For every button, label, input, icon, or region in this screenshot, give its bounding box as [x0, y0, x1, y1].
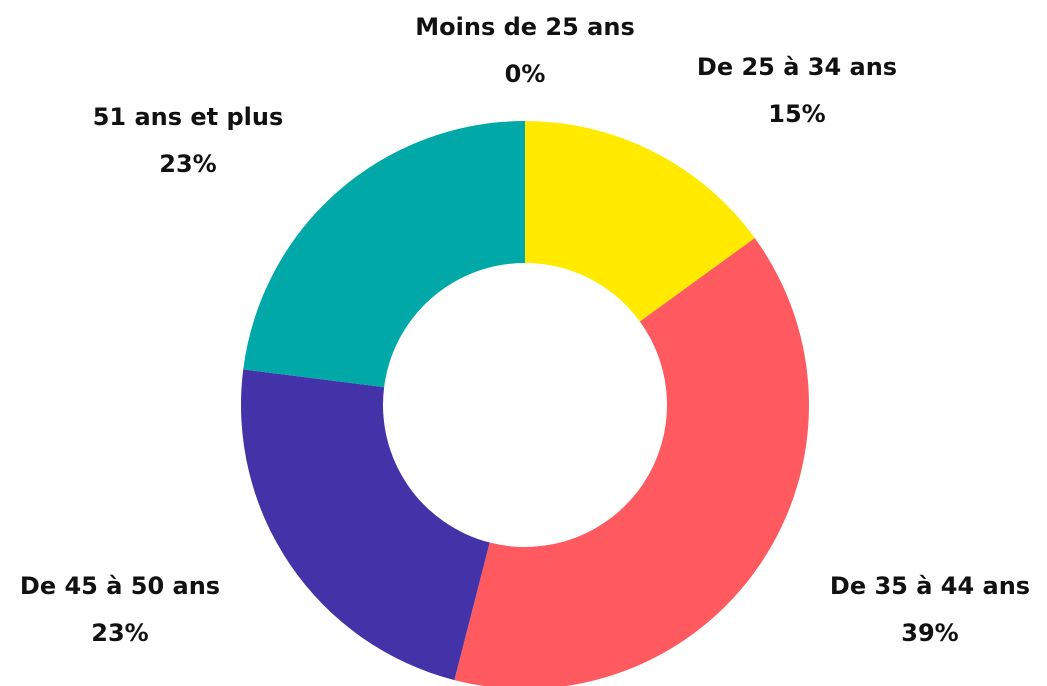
- donut-slice: [525, 121, 755, 322]
- donut-slice: [243, 121, 525, 388]
- donut-slice: [241, 369, 490, 681]
- slice-label: De 35 à 44 ans: [830, 572, 1030, 600]
- slice-label: 51 ans et plus: [93, 103, 284, 131]
- donut-slice: [454, 238, 809, 686]
- slice-label: De 45 à 50 ans: [20, 572, 220, 600]
- slice-label: Moins de 25 ans: [415, 13, 634, 41]
- slice-value-label: 39%: [901, 619, 958, 647]
- slice-value-label: 23%: [91, 619, 148, 647]
- slice-value-label: 23%: [159, 150, 216, 178]
- slice-label: De 25 à 34 ans: [697, 53, 897, 81]
- slice-value-label: 15%: [768, 100, 825, 128]
- slice-value-label: 0%: [505, 60, 546, 88]
